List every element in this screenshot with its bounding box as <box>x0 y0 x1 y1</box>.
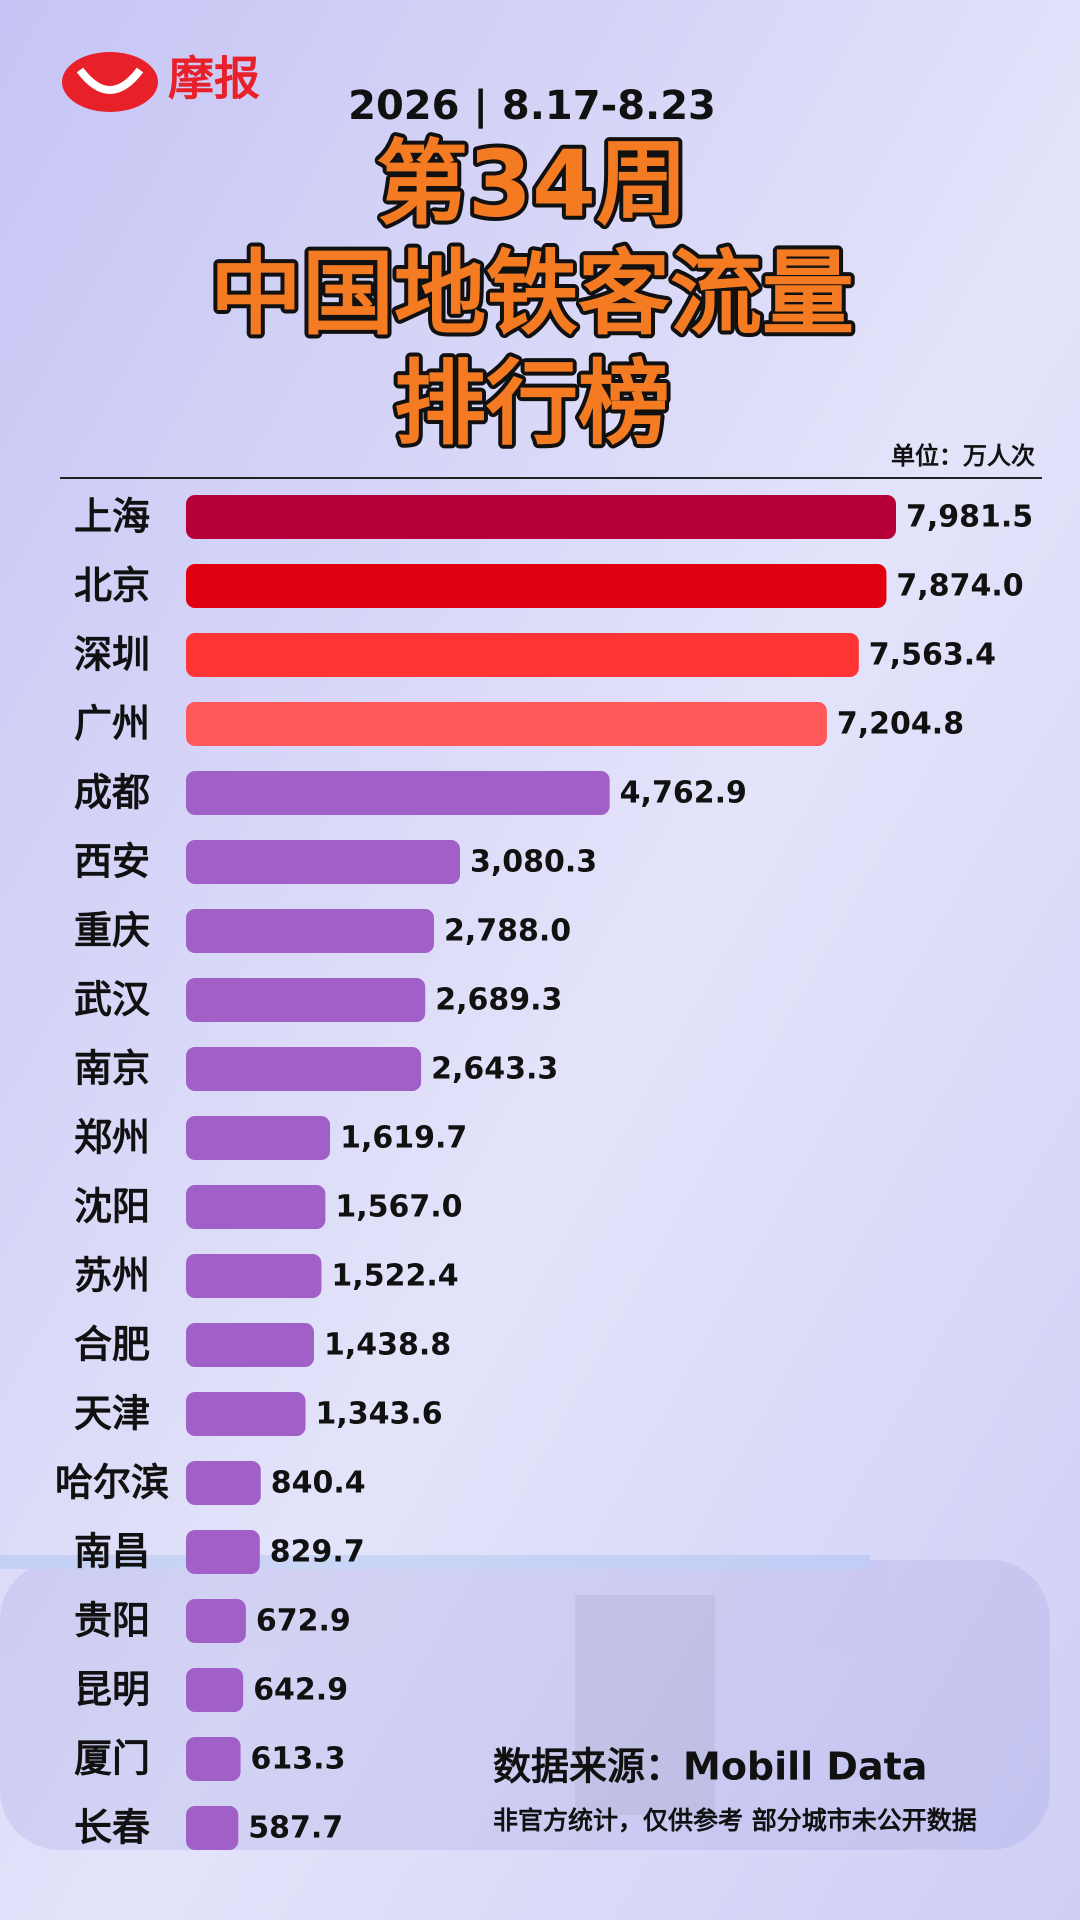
value-label: 2,643.3 <box>431 1052 558 1087</box>
category-label: 北京 <box>74 564 150 608</box>
value-label: 4,762.9 <box>620 776 747 811</box>
bar <box>186 1668 244 1712</box>
category-label: 武汉 <box>74 978 151 1022</box>
value-label: 2,788.0 <box>444 914 571 949</box>
value-label: 7,981.5 <box>906 500 1033 535</box>
value-label: 587.7 <box>248 1811 343 1846</box>
bar <box>186 1599 246 1643</box>
value-label: 1,438.8 <box>324 1328 451 1363</box>
category-label: 上海 <box>74 495 150 539</box>
bar <box>186 1047 422 1091</box>
bar <box>186 1806 239 1850</box>
bar <box>186 1323 314 1367</box>
value-label: 613.3 <box>251 1742 346 1777</box>
category-label: 贵阳 <box>74 1599 150 1643</box>
category-label: 成都 <box>74 771 150 815</box>
bar <box>186 840 461 884</box>
bar <box>186 771 610 815</box>
bar <box>186 978 426 1022</box>
date: 2026 | 8.17-8.23 <box>348 83 716 130</box>
category-label: 广州 <box>74 702 150 746</box>
unit: 单位：万人次 <box>891 442 1035 470</box>
value-label: 3,080.3 <box>470 845 597 880</box>
category-label: 南昌 <box>74 1530 150 1574</box>
note: 非官方统计，仅供参考 部分城市未公开数据 <box>493 1806 977 1835</box>
category-label: 昆明 <box>74 1668 150 1712</box>
bar <box>186 633 859 677</box>
category-label: 哈尔滨 <box>55 1461 169 1505</box>
value-label: 2,689.3 <box>435 983 562 1018</box>
logo: 摩报 <box>62 52 260 112</box>
category-label: 沈阳 <box>74 1185 150 1229</box>
bar <box>186 1116 331 1160</box>
category-label: 深圳 <box>74 633 150 677</box>
value-label: 7,874.0 <box>896 569 1023 604</box>
source: 数据来源：Mobill Data <box>493 1745 927 1789</box>
category-label: 西安 <box>74 840 150 884</box>
title-line: 中国地铁客流量 <box>210 240 854 347</box>
bar <box>186 1461 261 1505</box>
value-label: 1,619.7 <box>340 1121 467 1156</box>
category-label: 长春 <box>74 1806 150 1850</box>
bar <box>186 702 827 746</box>
value-label: 642.9 <box>253 1673 348 1708</box>
bar <box>186 1530 260 1574</box>
category-label: 合肥 <box>74 1323 150 1367</box>
category-label: 重庆 <box>74 909 150 953</box>
value-label: 1,567.0 <box>335 1190 462 1225</box>
category-label: 天津 <box>74 1392 150 1436</box>
bar <box>186 1392 306 1436</box>
value-label: 1,343.6 <box>316 1397 443 1432</box>
value-label: 7,204.8 <box>837 707 964 742</box>
value-label: 672.9 <box>256 1604 351 1639</box>
bar <box>186 564 887 608</box>
bar <box>186 909 435 953</box>
bar <box>186 1254 322 1298</box>
category-label: 苏州 <box>74 1254 150 1298</box>
title-line: 排行榜 <box>394 350 670 457</box>
category-label: 南京 <box>74 1047 150 1091</box>
brand: 摩报 <box>168 52 260 106</box>
bar <box>186 1185 326 1229</box>
title-line: 第34周 <box>376 130 688 237</box>
category-label: 厦门 <box>74 1737 150 1781</box>
value-label: 7,563.4 <box>869 638 996 673</box>
value-label: 840.4 <box>271 1466 366 1501</box>
value-label: 829.7 <box>270 1535 365 1570</box>
category-label: 郑州 <box>74 1116 150 1160</box>
value-label: 1,522.4 <box>331 1259 458 1294</box>
bar <box>186 1737 241 1781</box>
bar <box>186 495 896 539</box>
